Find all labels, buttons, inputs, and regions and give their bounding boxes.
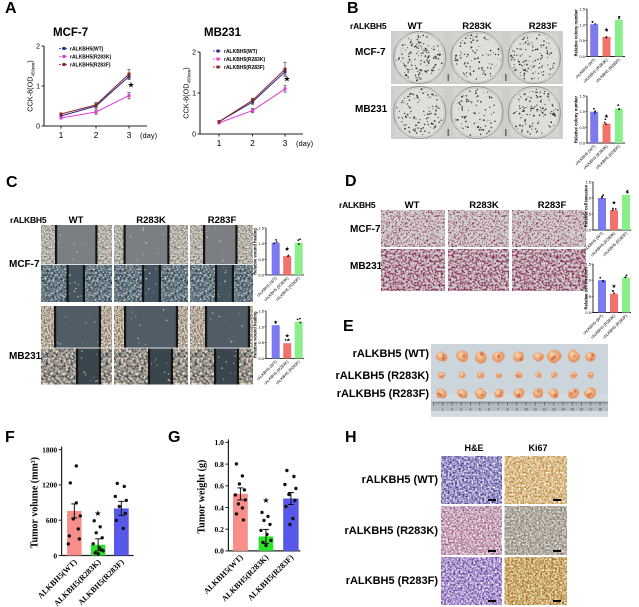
svg-text:1.0: 1.0 bbox=[585, 277, 591, 282]
svg-text:MB231: MB231 bbox=[204, 27, 242, 39]
svg-text:Relative wound healing: Relative wound healing bbox=[253, 228, 258, 275]
svg-text:★: ★ bbox=[612, 283, 617, 290]
svg-text:Relative cell invasion: Relative cell invasion bbox=[584, 184, 589, 227]
svg-text:★: ★ bbox=[283, 75, 290, 84]
svg-text:12: 12 bbox=[543, 408, 547, 412]
svg-text:0.5: 0.5 bbox=[585, 293, 591, 298]
svg-text:★: ★ bbox=[285, 247, 290, 253]
svg-text:2: 2 bbox=[192, 50, 196, 57]
svg-text:1.0: 1.0 bbox=[585, 196, 591, 201]
svg-text:5: 5 bbox=[479, 408, 481, 412]
svg-text:8: 8 bbox=[507, 408, 509, 412]
svg-text:1800: 1800 bbox=[42, 445, 57, 454]
svg-text:0.2: 0.2 bbox=[215, 525, 225, 534]
svg-text:2: 2 bbox=[451, 408, 453, 412]
svg-text:1.0: 1.0 bbox=[579, 109, 585, 114]
svg-text:1.5: 1.5 bbox=[585, 180, 591, 185]
svg-text:(day): (day) bbox=[140, 131, 158, 140]
svg-text:Relative cell invasion: Relative cell invasion bbox=[584, 266, 589, 309]
svg-text:★: ★ bbox=[262, 496, 269, 505]
svg-text:1: 1 bbox=[36, 84, 40, 91]
svg-text:1.0: 1.0 bbox=[259, 324, 265, 329]
svg-text:0.5: 0.5 bbox=[579, 38, 585, 43]
svg-text:2: 2 bbox=[36, 44, 40, 51]
svg-text:CCK-8(OD450nm): CCK-8(OD450nm) bbox=[182, 67, 192, 118]
svg-text:2: 2 bbox=[94, 130, 99, 140]
svg-text:rALKBH5(WT): rALKBH5(WT) bbox=[70, 47, 104, 53]
svg-text:0.0: 0.0 bbox=[585, 228, 591, 233]
svg-text:11: 11 bbox=[534, 408, 538, 412]
svg-text:14: 14 bbox=[561, 408, 565, 412]
svg-text:Relative colony number: Relative colony number bbox=[573, 96, 578, 144]
svg-text:3: 3 bbox=[460, 408, 462, 412]
svg-text:1.5: 1.5 bbox=[579, 94, 585, 99]
svg-text:10: 10 bbox=[524, 408, 528, 412]
svg-text:1: 1 bbox=[217, 138, 222, 148]
svg-text:1.0: 1.0 bbox=[215, 438, 225, 447]
svg-text:0.6: 0.6 bbox=[215, 482, 225, 491]
svg-text:0.4: 0.4 bbox=[215, 503, 225, 512]
svg-text:1: 1 bbox=[59, 130, 64, 140]
svg-text:0.5: 0.5 bbox=[259, 340, 265, 345]
svg-text:★: ★ bbox=[604, 26, 609, 33]
svg-text:rALKBH5(R283F): rALKBH5(R283F) bbox=[224, 65, 265, 71]
svg-text:1.0: 1.0 bbox=[579, 22, 585, 27]
svg-text:Relative wound healing: Relative wound healing bbox=[253, 311, 258, 358]
svg-text:13: 13 bbox=[552, 408, 556, 412]
svg-text:Tumor weight (g): Tumor weight (g) bbox=[196, 460, 207, 534]
svg-text:rALKBH5(R283K): rALKBH5(R283K) bbox=[70, 55, 111, 61]
svg-text:1: 1 bbox=[192, 91, 196, 98]
svg-text:0.0: 0.0 bbox=[215, 547, 225, 556]
svg-text:★: ★ bbox=[94, 509, 101, 518]
svg-text:0.0: 0.0 bbox=[579, 141, 585, 146]
svg-text:★: ★ bbox=[127, 81, 134, 90]
svg-text:0.0: 0.0 bbox=[259, 355, 265, 360]
svg-text:1.5: 1.5 bbox=[579, 6, 585, 11]
svg-text:rALKBH5(WT): rALKBH5(WT) bbox=[224, 49, 258, 55]
svg-text:rALKBH5(R283K): rALKBH5(R283K) bbox=[224, 57, 265, 63]
svg-text:0.0: 0.0 bbox=[259, 273, 265, 278]
svg-text:4: 4 bbox=[470, 408, 472, 412]
svg-text:1200: 1200 bbox=[42, 481, 57, 490]
svg-text:1.0: 1.0 bbox=[259, 241, 265, 246]
svg-text:3: 3 bbox=[283, 138, 288, 148]
svg-text:0.5: 0.5 bbox=[259, 257, 265, 262]
svg-text:15: 15 bbox=[570, 408, 574, 412]
svg-text:7: 7 bbox=[497, 408, 499, 412]
svg-text:3: 3 bbox=[127, 130, 132, 140]
svg-text:0.8: 0.8 bbox=[215, 460, 225, 469]
svg-text:★: ★ bbox=[612, 200, 617, 207]
svg-text:1.5: 1.5 bbox=[259, 308, 265, 313]
svg-text:Tumor volume (mm³): Tumor volume (mm³) bbox=[30, 457, 41, 548]
svg-text:16: 16 bbox=[580, 408, 584, 412]
svg-text:18: 18 bbox=[598, 408, 602, 412]
svg-text:0: 0 bbox=[192, 132, 196, 139]
svg-text:19: 19 bbox=[607, 408, 608, 412]
svg-text:0.0: 0.0 bbox=[585, 310, 591, 315]
svg-text:0: 0 bbox=[36, 124, 40, 131]
svg-text:1.5: 1.5 bbox=[259, 226, 265, 231]
svg-text:0.0: 0.0 bbox=[579, 54, 585, 59]
svg-text:CCK-8(OD450nm): CCK-8(OD450nm) bbox=[26, 60, 36, 111]
svg-text:MCF-7: MCF-7 bbox=[53, 27, 88, 39]
svg-text:rALKBH5(R283F): rALKBH5(R283F) bbox=[70, 63, 111, 69]
svg-text:2: 2 bbox=[250, 138, 255, 148]
svg-text:600: 600 bbox=[46, 516, 58, 525]
svg-text:1: 1 bbox=[442, 408, 444, 412]
svg-text:9: 9 bbox=[516, 408, 518, 412]
svg-text:0.5: 0.5 bbox=[579, 125, 585, 130]
svg-text:0.5: 0.5 bbox=[585, 212, 591, 217]
svg-text:6: 6 bbox=[488, 408, 490, 412]
svg-text:★: ★ bbox=[604, 113, 609, 120]
svg-text:★: ★ bbox=[285, 333, 290, 339]
svg-text:0: 0 bbox=[53, 551, 57, 560]
svg-text:(day): (day) bbox=[296, 139, 314, 148]
svg-text:Relative colony number: Relative colony number bbox=[573, 8, 578, 56]
svg-text:17: 17 bbox=[589, 408, 593, 412]
svg-text:1.5: 1.5 bbox=[585, 261, 591, 266]
